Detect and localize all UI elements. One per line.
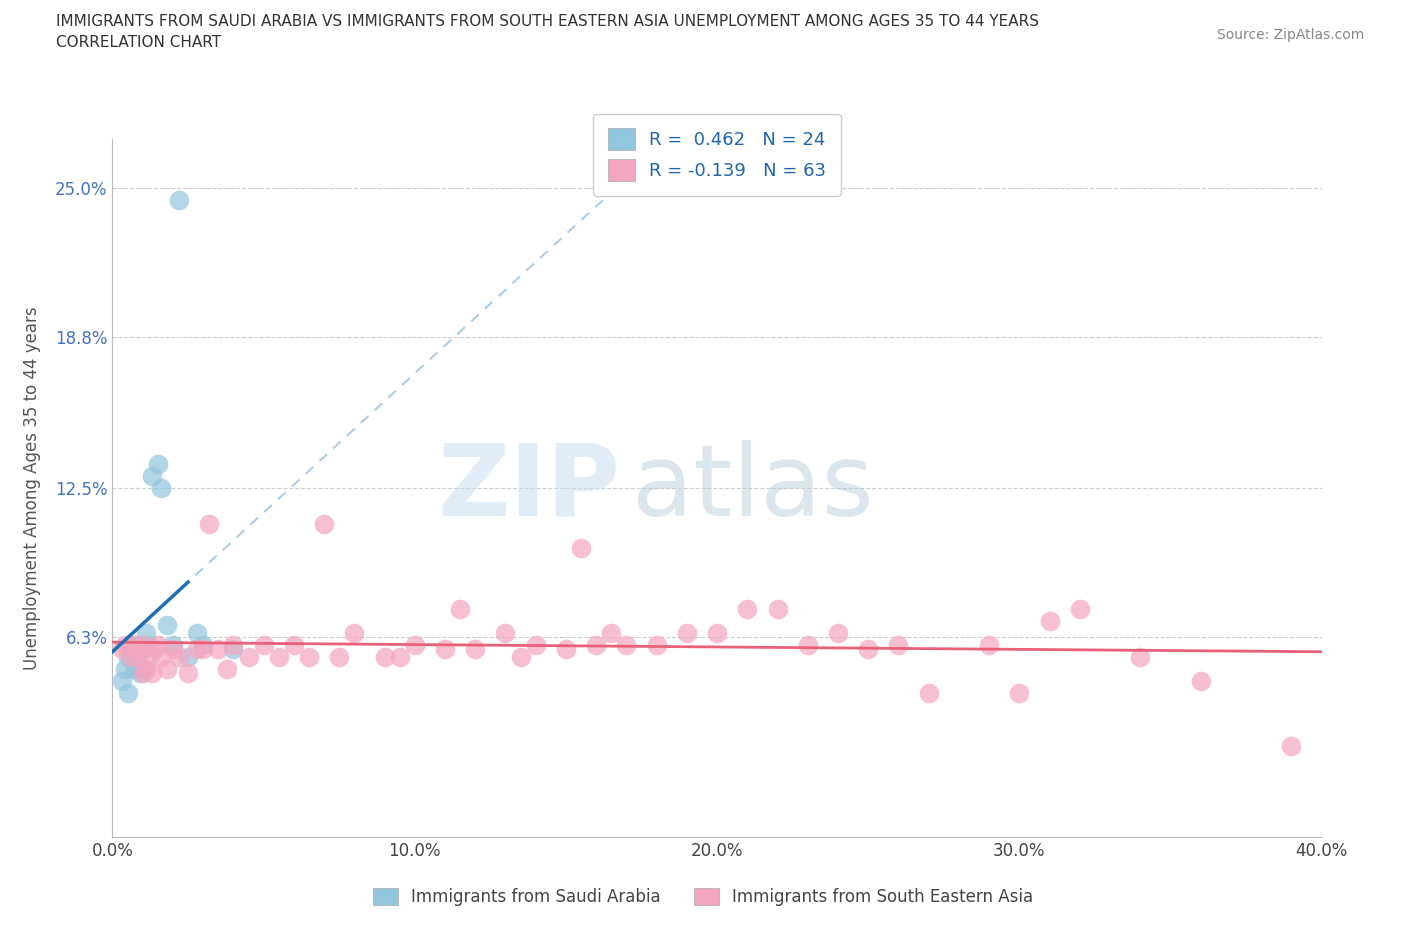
- Point: [117, 685, 139, 700]
- Point: [177, 649, 200, 664]
- Point: [298, 649, 321, 664]
- Point: [117, 649, 139, 664]
- Point: [120, 637, 142, 652]
- Point: [125, 649, 148, 664]
- Point: [1008, 685, 1031, 700]
- Point: [167, 649, 190, 664]
- Point: [110, 673, 132, 688]
- Point: [616, 637, 638, 652]
- Point: [122, 637, 145, 652]
- Point: [1038, 613, 1062, 628]
- Point: [207, 642, 229, 657]
- Point: [141, 469, 163, 484]
- Point: [128, 666, 150, 681]
- Point: [1189, 673, 1212, 688]
- Point: [143, 642, 166, 657]
- Point: [766, 601, 789, 616]
- Point: [645, 637, 668, 652]
- Point: [156, 661, 179, 676]
- Point: [125, 649, 148, 664]
- Point: [146, 457, 169, 472]
- Point: [1129, 649, 1152, 664]
- Point: [132, 637, 155, 652]
- Point: [495, 625, 517, 640]
- Point: [314, 517, 336, 532]
- Point: [191, 637, 214, 652]
- Point: [388, 649, 411, 664]
- Point: [449, 601, 471, 616]
- Point: [198, 517, 221, 532]
- Point: [524, 637, 547, 652]
- Point: [509, 649, 531, 664]
- Point: [125, 637, 148, 652]
- Point: [135, 661, 157, 676]
- Point: [120, 649, 142, 664]
- Point: [149, 649, 172, 664]
- Point: [374, 649, 396, 664]
- Point: [464, 642, 486, 657]
- Point: [162, 637, 184, 652]
- Point: [675, 625, 697, 640]
- Point: [283, 637, 305, 652]
- Point: [191, 642, 214, 657]
- Point: [132, 661, 155, 676]
- Point: [827, 625, 849, 640]
- Point: [162, 642, 184, 657]
- Point: [1069, 601, 1091, 616]
- Point: [186, 642, 208, 657]
- Point: [149, 481, 172, 496]
- Point: [156, 618, 179, 632]
- Point: [569, 541, 592, 556]
- Point: [186, 625, 208, 640]
- Point: [737, 601, 759, 616]
- Legend: R =  0.462   N = 24, R = -0.139   N = 63: R = 0.462 N = 24, R = -0.139 N = 63: [593, 113, 841, 195]
- Point: [554, 642, 576, 657]
- Point: [217, 661, 239, 676]
- Text: IMMIGRANTS FROM SAUDI ARABIA VS IMMIGRANTS FROM SOUTH EASTERN ASIA UNEMPLOYMENT : IMMIGRANTS FROM SAUDI ARABIA VS IMMIGRAN…: [56, 14, 1039, 29]
- Point: [343, 625, 366, 640]
- Point: [141, 666, 163, 681]
- Point: [122, 661, 145, 676]
- Point: [177, 666, 200, 681]
- Point: [856, 642, 880, 657]
- Text: Source: ZipAtlas.com: Source: ZipAtlas.com: [1216, 28, 1364, 42]
- Point: [328, 649, 350, 664]
- Point: [132, 642, 155, 657]
- Point: [167, 193, 190, 207]
- Point: [222, 642, 245, 657]
- Point: [887, 637, 910, 652]
- Point: [796, 637, 818, 652]
- Point: [585, 637, 607, 652]
- Point: [114, 637, 136, 652]
- Point: [146, 637, 169, 652]
- Point: [977, 637, 1000, 652]
- Legend: Immigrants from Saudi Arabia, Immigrants from South Eastern Asia: Immigrants from Saudi Arabia, Immigrants…: [366, 881, 1040, 912]
- Point: [600, 625, 623, 640]
- Text: CORRELATION CHART: CORRELATION CHART: [56, 35, 221, 50]
- Point: [110, 642, 132, 657]
- Point: [267, 649, 290, 664]
- Point: [135, 625, 157, 640]
- Point: [253, 637, 276, 652]
- Text: ZIP: ZIP: [437, 440, 620, 537]
- Point: [918, 685, 941, 700]
- Point: [132, 666, 155, 681]
- Y-axis label: Unemployment Among Ages 35 to 44 years: Unemployment Among Ages 35 to 44 years: [22, 307, 41, 670]
- Point: [138, 649, 160, 664]
- Point: [1279, 738, 1302, 753]
- Point: [433, 642, 456, 657]
- Text: atlas: atlas: [633, 440, 875, 537]
- Point: [138, 637, 160, 652]
- Point: [114, 661, 136, 676]
- Point: [706, 625, 728, 640]
- Point: [120, 649, 142, 664]
- Point: [222, 637, 245, 652]
- Point: [128, 642, 150, 657]
- Point: [404, 637, 426, 652]
- Point: [238, 649, 260, 664]
